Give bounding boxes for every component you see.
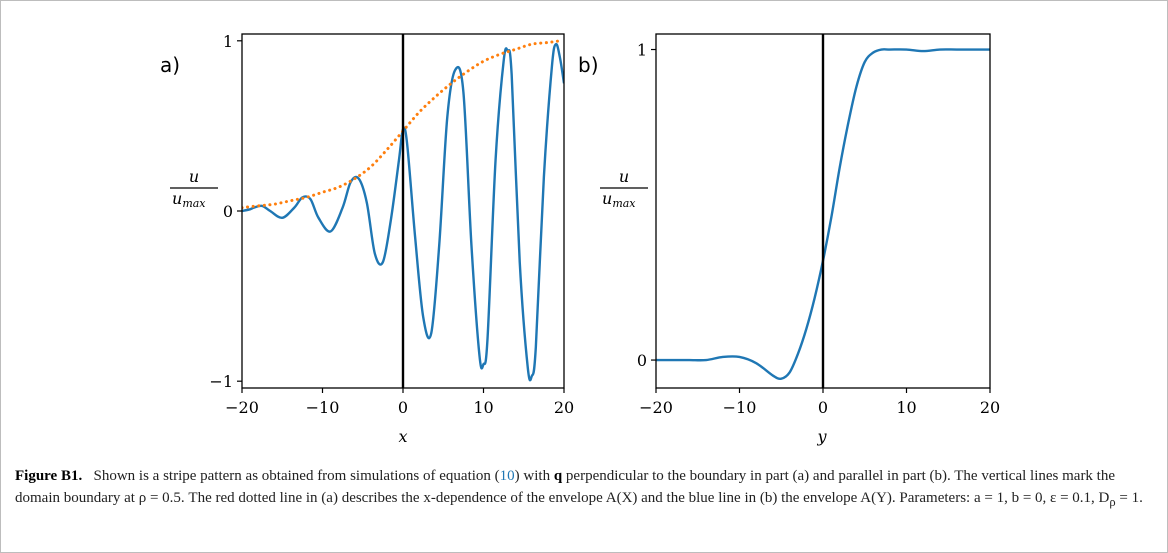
caption-q-vector: q	[553, 468, 563, 484]
panel-b-label: b)	[578, 53, 599, 77]
panel-a-xtick-label: −10	[306, 398, 340, 417]
panel-a-xtick-label: 0	[398, 398, 408, 417]
panel-b-ylabel-denominator: umax	[602, 189, 636, 210]
panel-b-ytick-label: 0	[637, 351, 647, 370]
panel-a-xtick-label: 20	[554, 398, 574, 417]
panel-a-ylabel-denominator: umax	[172, 189, 206, 210]
panel-b-ytick-label: 1	[637, 41, 647, 60]
panel-b-xtick-label: 10	[896, 398, 916, 417]
caption-text-1: Shown is a stripe pattern as obtained fr…	[93, 468, 500, 484]
panel-b-series-solid-line	[656, 48, 990, 381]
caption-text-2: ) with	[514, 468, 554, 484]
panel-b-xtick-label: 20	[980, 398, 1000, 417]
panel-b: b) u umax y −20 −10 0 10 20 0 1	[578, 33, 1000, 446]
panel-b-xlabel: y	[816, 427, 827, 446]
panel-a: a) u umax x −20 −10 0 10 20−101	[160, 32, 574, 446]
caption-label: Figure B1.	[15, 468, 83, 484]
panel-a-xtick-label: −20	[225, 398, 259, 417]
panel-a-ytick-label: −1	[209, 372, 233, 391]
figure-caption: Figure B1. Shown is a stripe pattern as …	[15, 465, 1155, 513]
panel-b-ylabel-numerator: u	[619, 167, 629, 186]
panel-b-xtick-label: 0	[818, 398, 828, 417]
caption-text-3: perpendicular to the boundary in part (a…	[15, 468, 1116, 506]
panel-a-xlabel: x	[398, 427, 407, 446]
panel-a-ylabel-numerator: u	[189, 167, 199, 186]
panel-a-xtick-label: 10	[473, 398, 493, 417]
caption-subscript: ρ	[1109, 495, 1116, 509]
panel-a-ytick-label: 0	[223, 202, 233, 221]
panel-b-xtick-label: −20	[639, 398, 673, 417]
caption-equation-ref[interactable]: 10	[499, 468, 515, 484]
panel-a-label: a)	[160, 53, 180, 77]
panel-b-xtick-label: −10	[723, 398, 757, 417]
panel-a-series-solid-line	[242, 42, 564, 382]
figure-plots: a) u umax x −20 −10 0 10 20−101 b) u umax y …	[160, 32, 1000, 446]
caption-text-4: = 1.	[1115, 490, 1143, 506]
panel-a-ytick-label: 1	[223, 32, 233, 51]
